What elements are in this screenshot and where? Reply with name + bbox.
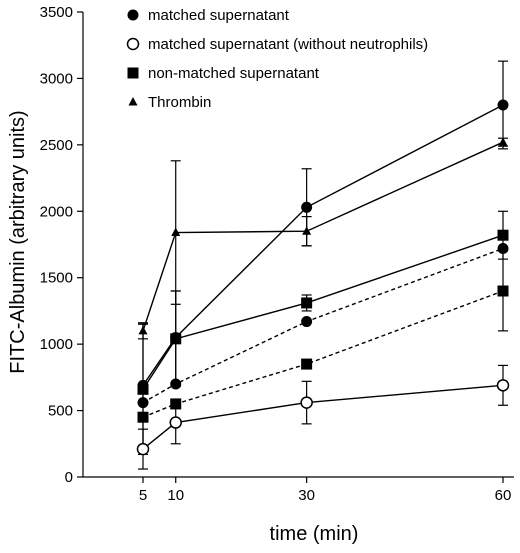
- x-axis-title: time (min): [270, 523, 359, 545]
- legend-entry: matched supernatant: [127, 7, 290, 24]
- data-point: [170, 333, 182, 345]
- data-point: [301, 316, 313, 328]
- x-tick-label: 60: [495, 487, 512, 504]
- y-tick-label: 2500: [40, 137, 73, 154]
- data-point: [137, 397, 149, 409]
- series-line: [142, 234, 504, 390]
- data-point: [171, 227, 181, 237]
- series-3: [137, 210, 509, 456]
- y-axis-title: FITC-Albumin (arbitrary units): [7, 110, 29, 373]
- data-point: [170, 378, 182, 390]
- series-layer: [136, 60, 510, 470]
- series-5: [137, 250, 509, 423]
- y-tick-label: 2000: [40, 203, 73, 220]
- legend-label: Thrombin: [148, 94, 211, 111]
- legend-marker: [127, 9, 139, 21]
- data-point: [137, 383, 149, 395]
- data-point: [496, 379, 510, 392]
- y-tick-label: 3000: [40, 70, 73, 87]
- series-6: [136, 364, 510, 470]
- legend-label: matched supernatant (without neutrophils…: [148, 36, 428, 53]
- legend-marker: [127, 67, 139, 79]
- legend-marker: [128, 97, 138, 106]
- legend-entry: matched supernatant (without neutrophils…: [126, 36, 428, 53]
- x-tick-label: 10: [167, 487, 184, 504]
- series-line: [142, 104, 504, 386]
- y-tick-label: 0: [65, 469, 73, 486]
- series-4: [137, 242, 509, 409]
- data-point: [498, 137, 508, 146]
- legend: matched supernatant matched supernatant (…: [126, 7, 428, 111]
- y-tick-label: 3500: [40, 4, 73, 21]
- series-line: [142, 290, 504, 418]
- data-point: [497, 229, 509, 241]
- legend-label: matched supernatant: [148, 7, 290, 24]
- series-line: [142, 384, 504, 450]
- x-tick-label: 5: [139, 487, 147, 504]
- data-point: [302, 226, 312, 235]
- y-tick-label: 1000: [40, 336, 73, 353]
- data-point: [300, 396, 313, 409]
- data-point: [137, 411, 149, 423]
- data-point: [136, 442, 150, 456]
- series-line: [142, 141, 504, 332]
- data-point: [301, 358, 313, 370]
- y-tick-label: 500: [48, 403, 73, 420]
- data-point: [301, 201, 313, 213]
- series-2: [138, 137, 508, 340]
- y-tick-label: 1500: [40, 270, 73, 287]
- legend-label: non-matched supernatant: [148, 65, 320, 82]
- axes: 0 500 1000 1500 2000 2500 3000 3500 5 10 30 60: [40, 4, 514, 504]
- data-point: [301, 297, 313, 309]
- data-point: [497, 99, 509, 111]
- data-point: [497, 285, 509, 297]
- series-line: [142, 247, 504, 404]
- x-tick-label: 30: [298, 487, 315, 504]
- legend-entry: non-matched supernatant: [127, 65, 320, 82]
- legend-marker: [126, 37, 140, 51]
- legend-entry: Thrombin: [128, 94, 211, 111]
- data-point: [169, 416, 182, 429]
